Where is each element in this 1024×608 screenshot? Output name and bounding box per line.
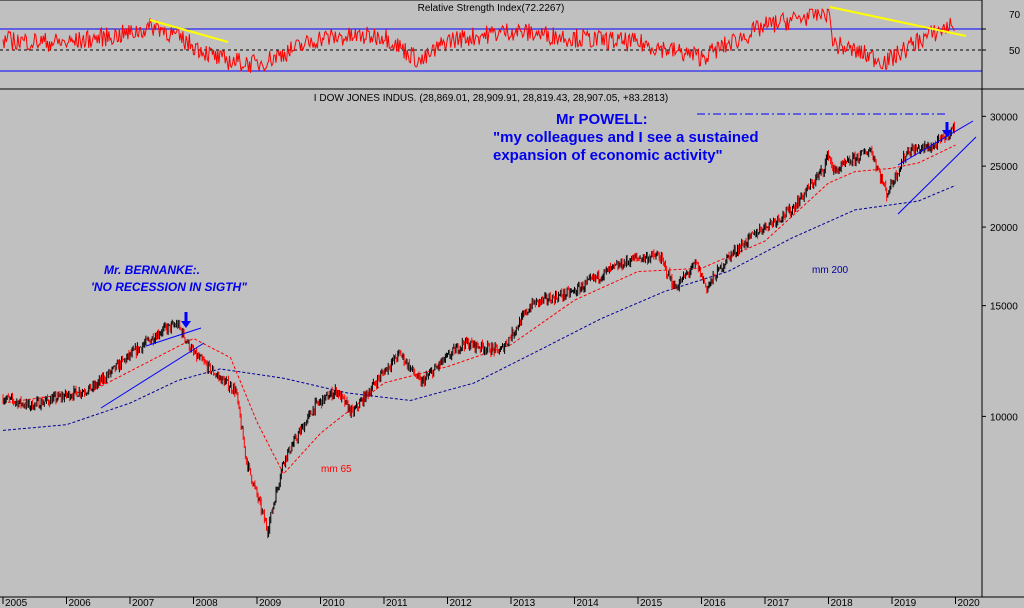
rsi-line xyxy=(2,7,955,73)
annotation-powell-name: Mr POWELL: xyxy=(556,111,648,128)
x-axis: 2005 2006 2007 2008 2009 2010 2011 2012 2013 2014… xyxy=(0,596,1024,608)
x-axis-label-2014: 2014 xyxy=(577,598,600,608)
x-axis-label-2007: 2007 xyxy=(132,598,155,608)
annotation-powell-quote-1: "my colleagues and I see a sustained xyxy=(493,129,759,146)
x-axis-label-2017: 2017 xyxy=(767,598,790,608)
x-axis-label-2016: 2016 xyxy=(704,598,727,608)
x-axis-label-2011: 2011 xyxy=(386,598,408,608)
main-title: I DOW JONES INDUS. (28,869.01, 28,909.91… xyxy=(314,93,668,104)
x-axis-label-2005: 2005 xyxy=(5,598,28,608)
channel-2019-lower xyxy=(897,136,977,215)
price-tick-30000: 30000 xyxy=(990,112,1018,123)
price-tick-10000: 10000 xyxy=(990,412,1018,423)
rsi-series-group xyxy=(2,7,955,73)
x-axis-label-2013: 2013 xyxy=(513,598,536,608)
rsi-panel: Relative Strength Index(72.2267) 70 50 xyxy=(0,0,1021,73)
x-axis-label-2019: 2019 xyxy=(894,598,917,608)
x-axis-label-2010: 2010 xyxy=(323,598,346,608)
x-axis-label-2018: 2018 xyxy=(831,598,854,608)
rsi-tick-50: 50 xyxy=(1009,46,1021,57)
price-tick-15000: 15000 xyxy=(990,302,1018,313)
mm200-line xyxy=(2,184,956,431)
channel-2019-upper xyxy=(897,120,974,166)
channel-2007-upper xyxy=(145,327,202,347)
x-axis-label-2020: 2020 xyxy=(958,598,981,608)
rsi-axis: 70 50 xyxy=(982,10,1021,57)
rsi-tick-70: 70 xyxy=(1009,10,1021,21)
arrow-down-icon-2019 xyxy=(942,122,952,137)
x-axis-label-2006: 2006 xyxy=(69,598,92,608)
mm200-group xyxy=(2,184,956,431)
mm65-group xyxy=(2,144,956,475)
x-axis-label-2008: 2008 xyxy=(196,598,219,608)
mm65-line xyxy=(2,144,956,475)
rsi-trend-line-2018 xyxy=(829,6,967,37)
channel-2007-lower xyxy=(100,342,205,409)
x-axis-labels: 2005 2006 2007 2008 2009 2010 2011 2012 2013 2014… xyxy=(2,597,981,608)
price-tick-20000: 20000 xyxy=(990,223,1018,234)
label-mm200: mm 200 xyxy=(812,265,849,276)
price-tick-25000: 25000 xyxy=(990,162,1018,173)
annotation-bernanke-quote: 'NO RECESSION IN SIGTH" xyxy=(91,280,247,294)
price-series-group xyxy=(2,121,955,539)
label-mm65: mm 65 xyxy=(321,464,352,475)
rsi-title: Relative Strength Index(72.2267) xyxy=(418,3,565,14)
annotation-bernanke-name: Mr. BERNANKE:. xyxy=(104,263,200,277)
annotation-powell-quote-2: expansion of economic activity" xyxy=(493,147,723,164)
rsi-trend-line-2007 xyxy=(149,19,229,43)
price-axis: 30000 25000 20000 15000 10000 xyxy=(982,112,1018,423)
x-axis-label-2009: 2009 xyxy=(259,598,282,608)
main-panel: I DOW JONES INDUS. (28,869.01, 28,909.91… xyxy=(2,93,1018,539)
arrow-down-icon-2007 xyxy=(181,312,191,328)
x-axis-label-2015: 2015 xyxy=(640,598,663,608)
x-axis-label-2012: 2012 xyxy=(450,598,473,608)
